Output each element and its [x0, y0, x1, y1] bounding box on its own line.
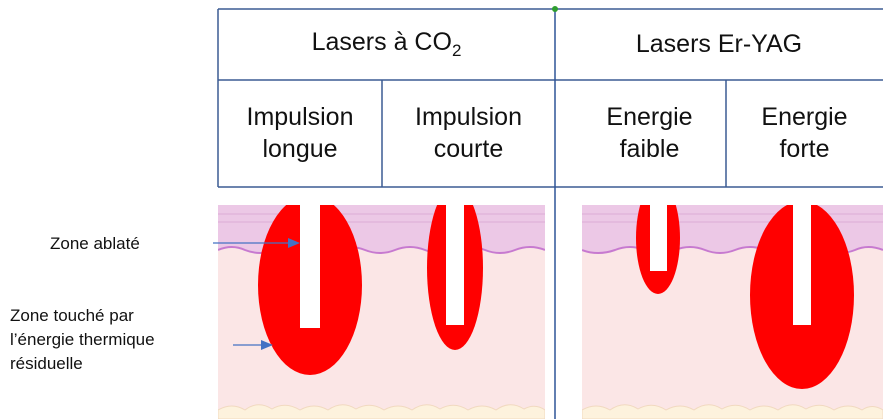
skin-panel-co2: [218, 186, 545, 419]
header-group-co2: Lasers à CO2: [218, 9, 555, 80]
header-energie-forte: Energie forte: [726, 80, 883, 187]
header-impulsion-longue: Impulsion longue: [218, 80, 382, 187]
label-zone-ablatee: Zone ablaté: [50, 232, 140, 256]
ablation-channel-energie-forte: [793, 205, 811, 325]
skin-panel-eryag: [582, 182, 883, 419]
header-group-eryag: Lasers Er-YAG: [555, 9, 883, 80]
ablation-channel-energie-faible: [650, 205, 667, 271]
header-impulsion-courte: Impulsion courte: [382, 80, 555, 187]
ablation-channel-impulsion-longue: [300, 205, 320, 328]
label-zone-thermique: Zone touché par l’énergie thermique rési…: [10, 304, 155, 375]
ablation-channel-impulsion-courte: [446, 205, 464, 325]
header-energie-faible: Energie faible: [555, 80, 726, 187]
